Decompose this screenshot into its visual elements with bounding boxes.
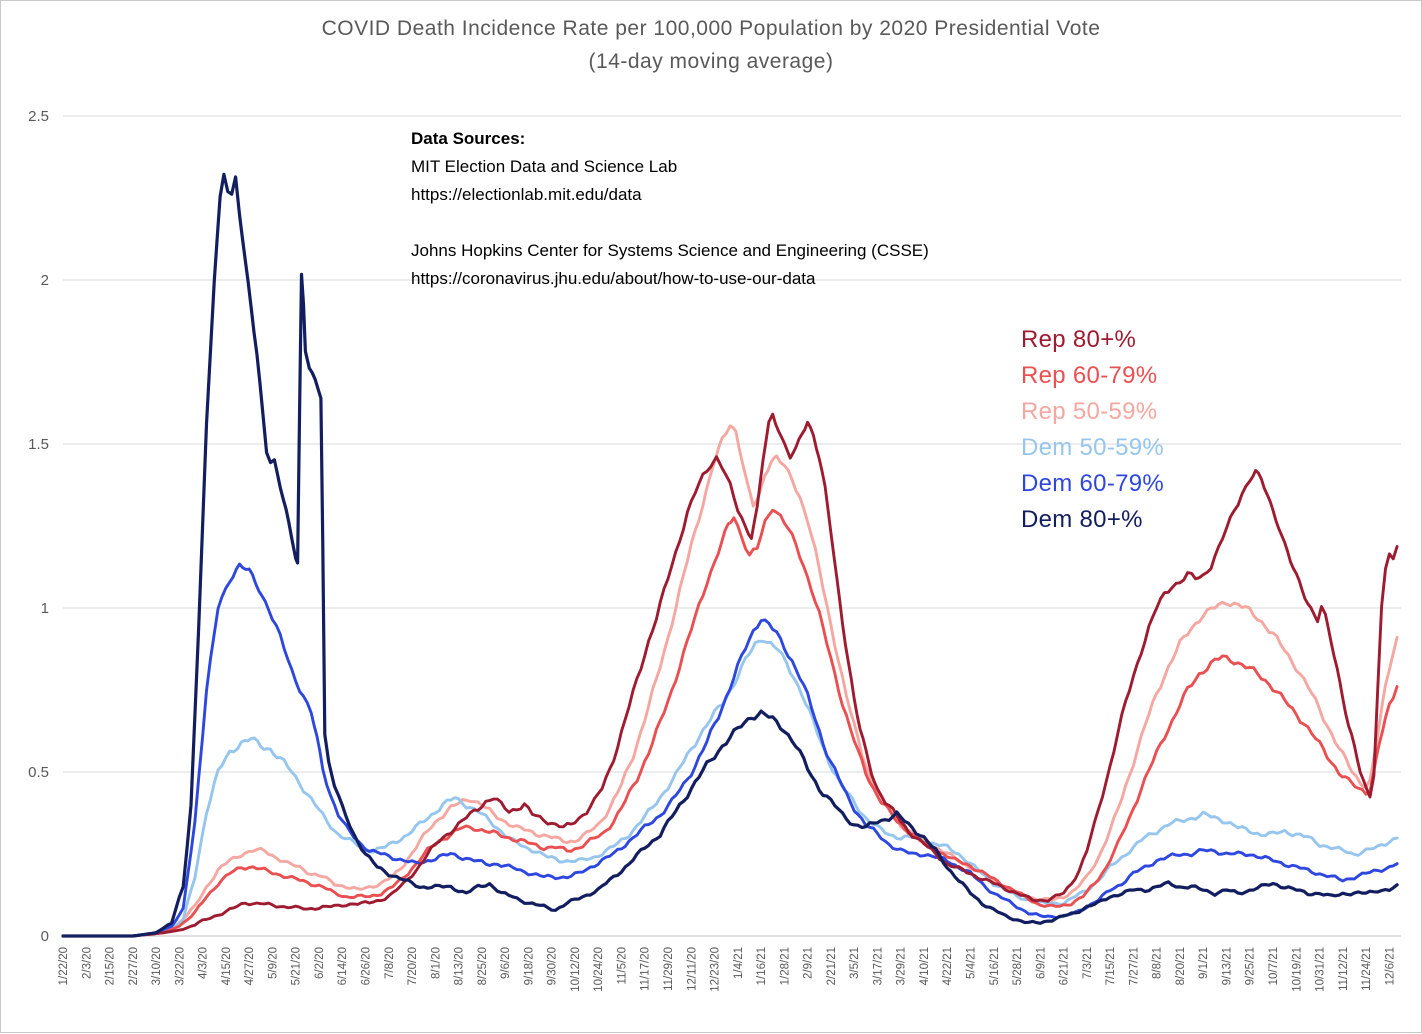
y-tick-label-0.5: 0.5 (28, 764, 49, 781)
legend-label-rep-50-59: Rep 50-59% (1021, 398, 1158, 425)
x-tick-label-12-23-20: 12/23/20 (710, 947, 722, 992)
legend-label-dem-50-59: Dem 50-59% (1021, 434, 1165, 461)
legend-label-dem-60-79: Dem 60-79% (1021, 470, 1165, 497)
x-tick-label-9-25-21: 9/25/21 (1245, 947, 1257, 985)
legend-label-rep-80: Rep 80+% (1021, 326, 1137, 353)
y-tick-label-2.5: 2.5 (28, 108, 49, 125)
x-tick-label-8-1-20: 8/1/20 (430, 947, 442, 979)
x-tick-label-8-13-20: 8/13/20 (454, 947, 466, 985)
series-line-rep-60-79 (61, 508, 1399, 938)
x-tick-label-12-11-20: 12/11/20 (686, 947, 698, 991)
x-tick-label-3-5-21: 3/5/21 (849, 947, 861, 979)
data-sources-spacer (411, 209, 929, 237)
x-tick-label-10-31-21: 10/31/21 (1315, 947, 1327, 992)
x-tick-label-11-29-20: 11/29/20 (663, 947, 675, 991)
x-tick-label-9-13-21: 9/13/21 (1221, 947, 1233, 985)
x-tick-label-10-19-21: 10/19/21 (1291, 947, 1303, 992)
x-tick-label-11-17-20: 11/17/20 (640, 947, 652, 991)
series-line-dem-80 (61, 172, 1399, 938)
x-tick-label-7-27-21: 7/27/21 (1128, 947, 1140, 985)
x-tick-label-6-9-21: 6/9/21 (1035, 947, 1047, 979)
x-tick-label-9-18-20: 9/18/20 (523, 947, 535, 985)
x-tick-label-5-21-20: 5/21/20 (291, 947, 303, 985)
x-tick-label-10-12-20: 10/12/20 (570, 947, 582, 992)
x-tick-label-5-16-21: 5/16/21 (989, 947, 1001, 985)
x-tick-label-8-25-20: 8/25/20 (477, 947, 489, 985)
x-tick-label-5-28-21: 5/28/21 (1012, 947, 1024, 985)
x-tick-label-3-29-21: 3/29/21 (896, 947, 908, 985)
data-sources-heading: Data Sources: (411, 129, 526, 148)
x-tick-label-12-6-21: 12/6/21 (1384, 947, 1396, 985)
legend: Rep 80+% Rep 60-79% Rep 50-59% Dem 50-59% De… (1021, 322, 1164, 538)
y-tick-label-1.5: 1.5 (28, 436, 49, 453)
x-tick-label-7-15-21: 7/15/21 (1105, 947, 1117, 985)
x-tick-label-10-7-21: 10/7/21 (1268, 947, 1280, 985)
x-tick-label-5-4-21: 5/4/21 (966, 947, 978, 979)
x-tick-label-1-22-20: 1/22/20 (58, 947, 70, 985)
series-line-rep-50-59 (61, 424, 1399, 938)
x-tick-label-4-15-20: 4/15/20 (221, 947, 233, 985)
x-tick-label-1-4-21: 1/4/21 (733, 947, 745, 979)
x-tick-label-7-3-21: 7/3/21 (1082, 947, 1094, 979)
x-tick-label-11-12-21: 11/12/21 (1338, 947, 1350, 991)
x-tick-label-3-17-21: 3/17/21 (872, 947, 884, 985)
x-tick-label-3-22-20: 3/22/20 (174, 947, 186, 985)
x-tick-label-10-24-20: 10/24/20 (593, 947, 605, 992)
data-sources-line-1: https://electionlab.mit.edu/data (411, 185, 642, 204)
x-tick-label-4-3-20: 4/3/20 (198, 947, 210, 979)
x-tick-label-5-9-20: 5/9/20 (267, 947, 279, 979)
x-tick-label-2-21-21: 2/21/21 (826, 947, 838, 985)
x-tick-label-2-15-20: 2/15/20 (105, 947, 117, 985)
x-tick-label-2-27-20: 2/27/20 (128, 947, 140, 985)
x-tick-label-7-8-20: 7/8/20 (384, 947, 396, 979)
chart-title: COVID Death Incidence Rate per 100,000 P… (321, 17, 1101, 40)
series-line-dem-60-79 (61, 562, 1399, 938)
x-tick-label-2-9-21: 2/9/21 (803, 947, 815, 979)
x-tick-label-6-26-20: 6/26/20 (361, 947, 373, 985)
x-tick-label-6-14-20: 6/14/20 (337, 947, 349, 985)
data-sources-annotation: Data Sources: MIT Election Data and Scie… (411, 125, 929, 293)
x-tick-label-4-27-20: 4/27/20 (244, 947, 256, 985)
data-sources-lines: MIT Election Data and Science Lab https:/… (411, 153, 929, 293)
x-tick-label-9-1-21: 9/1/21 (1198, 947, 1210, 979)
legend-label-dem-80: Dem 80+% (1021, 506, 1143, 533)
chart-subtitle: (14-day moving average) (588, 50, 834, 73)
legend-label-rep-60-79: Rep 60-79% (1021, 362, 1158, 389)
x-tick-label-4-22-21: 4/22/21 (942, 947, 954, 985)
data-sources-line-4: https://coronavirus.jhu.edu/about/how-to… (411, 269, 816, 288)
x-tick-label-6-21-21: 6/21/21 (1059, 947, 1071, 985)
x-tick-label-11-24-21: 11/24/21 (1361, 947, 1373, 991)
data-sources-line-0: MIT Election Data and Science Lab (411, 157, 678, 176)
x-tick-label-9-30-20: 9/30/20 (547, 947, 559, 985)
x-tick-label-3-10-20: 3/10/20 (151, 947, 163, 985)
x-tick-label-4-10-21: 4/10/21 (919, 947, 931, 985)
x-tick-label-6-2-20: 6/2/20 (314, 947, 326, 979)
x-tick-label-11-5-20: 11/5/20 (616, 947, 628, 985)
x-tick-label-8-20-21: 8/20/21 (1175, 947, 1187, 985)
x-tick-label-8-8-21: 8/8/21 (1152, 947, 1164, 979)
series-line-rep-80 (61, 412, 1399, 938)
y-tick-label-1: 1 (41, 600, 49, 617)
x-tick-label-1-16-21: 1/16/21 (756, 947, 768, 985)
x-tick-label-7-20-20: 7/20/20 (407, 947, 419, 985)
x-tick-label-1-28-21: 1/28/21 (779, 947, 791, 985)
x-tick-label-9-6-20: 9/6/20 (500, 947, 512, 979)
y-tick-label-2: 2 (41, 272, 49, 289)
data-sources-line-3: Johns Hopkins Center for Systems Science… (411, 241, 929, 260)
title-block: COVID Death Incidence Rate per 100,000 P… (1, 17, 1421, 74)
y-tick-label-0: 0 (41, 928, 49, 945)
x-tick-label-2-3-20: 2/3/20 (81, 947, 93, 979)
